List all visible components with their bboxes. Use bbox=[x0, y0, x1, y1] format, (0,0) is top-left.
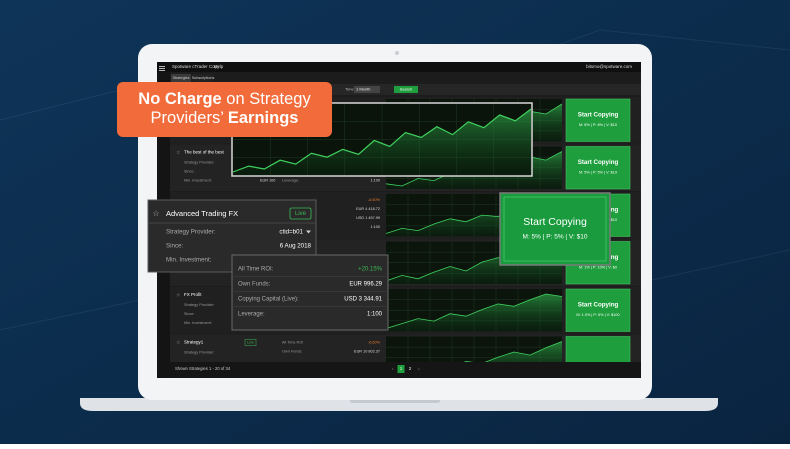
badge-span: No Charge bbox=[138, 90, 221, 108]
badge bbox=[117, 82, 332, 137]
stat-value: 1:100 bbox=[367, 312, 383, 318]
stat-label: Own Funds: bbox=[282, 350, 302, 354]
top-bar bbox=[157, 62, 641, 72]
tab-label: Subscriptions bbox=[192, 76, 215, 80]
stat-value: EUR 10 802.37 bbox=[354, 350, 380, 354]
status: Live bbox=[295, 211, 307, 217]
status-badge bbox=[244, 339, 257, 346]
row-label: Min. Investment: bbox=[184, 179, 212, 183]
stat-value: EUR 4 418.72 bbox=[356, 207, 380, 211]
search-button[interactable] bbox=[394, 86, 418, 93]
card-label: Min. Investment: bbox=[166, 257, 212, 264]
badge-text: No Charge on Strategy bbox=[138, 90, 311, 108]
footer-bar bbox=[170, 362, 641, 378]
card-title: Advanced Trading FX bbox=[166, 209, 238, 218]
page-prev: ‹ bbox=[392, 366, 394, 372]
big-button-terms: M: 5% | P: 5% | V: $10 bbox=[523, 234, 588, 241]
chart-line bbox=[385, 293, 563, 329]
row-label: Strategy Provider: bbox=[184, 351, 214, 355]
time-label: Time bbox=[345, 87, 355, 92]
button-label: Start Copying bbox=[578, 112, 619, 119]
button-terms: M: 8% | P: 8% | V: $10 bbox=[579, 123, 617, 127]
stat-value: 1:100 bbox=[370, 225, 380, 229]
strategy-name: FX Profit bbox=[184, 292, 202, 297]
badge-span: Providers’ bbox=[151, 109, 228, 127]
stat-value: -6.60% bbox=[368, 341, 381, 345]
stats-card bbox=[231, 254, 389, 331]
menu-icon bbox=[159, 66, 165, 71]
star: ☆ bbox=[176, 292, 181, 298]
tab[interactable] bbox=[193, 74, 213, 82]
badge-span: Earnings bbox=[228, 109, 299, 127]
button-label: Start Copying bbox=[578, 159, 619, 166]
row-label: Strategy Provider: bbox=[184, 161, 214, 165]
search-label: Search bbox=[400, 87, 413, 92]
chart-area bbox=[386, 294, 562, 332]
button-terms: M: 1% | P: 10% | V: $0 bbox=[579, 266, 617, 270]
chart-line bbox=[232, 108, 532, 173]
strategy-name: Strategy1 bbox=[184, 340, 204, 345]
leverage-label: Leverage: bbox=[282, 179, 299, 183]
shown-strategies: Shown Strategies 1 - 20 of 34 bbox=[175, 366, 231, 371]
big-button-inner bbox=[503, 196, 607, 262]
row-label: Strategy Provider: bbox=[184, 303, 214, 307]
star: ☆ bbox=[176, 340, 181, 346]
help-link[interactable]: Help bbox=[214, 64, 224, 69]
min-investment: EUR 100 bbox=[260, 179, 275, 183]
page-number[interactable]: 1 bbox=[400, 366, 403, 371]
stat-label: All Time ROI bbox=[282, 341, 303, 345]
start-copying-button[interactable] bbox=[565, 146, 631, 190]
brand: Spotware cTrader Copy bbox=[172, 64, 220, 69]
card-label: Strategy Provider: bbox=[166, 229, 216, 236]
stat-value: EUR 996.29 bbox=[349, 282, 382, 288]
page-number[interactable]: 2 bbox=[409, 366, 412, 371]
camera bbox=[395, 51, 399, 55]
card-label: Since: bbox=[166, 243, 183, 250]
dropdown-caret bbox=[306, 230, 311, 234]
stat-value: USD 3 344.91 bbox=[344, 297, 382, 303]
chart-area bbox=[233, 109, 531, 175]
stat-value: USD 1 457.99 bbox=[356, 216, 380, 220]
stat-label: All Time ROI: bbox=[238, 267, 274, 273]
stat-label: Copying Capital (Live): bbox=[238, 297, 299, 303]
page-active bbox=[397, 365, 405, 373]
stat-value: -6.60% bbox=[368, 198, 381, 202]
user-email: bitsmo@spotware.com bbox=[586, 64, 632, 69]
row-label: Since: bbox=[184, 170, 195, 174]
big-button-frame[interactable] bbox=[499, 192, 611, 266]
row-label: Min. Investment: bbox=[184, 321, 212, 325]
big-button-label: Start Copying bbox=[523, 216, 587, 228]
laptop-base bbox=[80, 398, 718, 411]
page-next: › bbox=[418, 366, 420, 372]
button-terms: M: 1.0% | P: 5% | V: $100 bbox=[576, 313, 619, 317]
start-copying-button[interactable] bbox=[565, 288, 631, 332]
star: ☆ bbox=[152, 209, 159, 218]
chart-area bbox=[386, 151, 562, 189]
stat-label: Own Funds: bbox=[238, 282, 271, 288]
badge-span: on Strategy bbox=[222, 90, 312, 108]
button-label: Start Copying bbox=[578, 302, 619, 309]
stat-label: Leverage: bbox=[238, 312, 265, 318]
button-terms: M: 5% | P: 5% | V: $19 bbox=[579, 171, 617, 175]
since: 6 Aug 2018 bbox=[280, 243, 312, 250]
provider: ctid=b01 bbox=[279, 229, 303, 236]
tab[interactable] bbox=[171, 74, 191, 82]
period: 1 Month bbox=[356, 87, 370, 92]
stat-value: +20.15% bbox=[358, 267, 383, 273]
star: ☆ bbox=[176, 150, 181, 156]
badge-text: Providers’ Earnings bbox=[151, 109, 299, 127]
period-select[interactable] bbox=[354, 86, 380, 93]
start-copying-button[interactable] bbox=[565, 98, 631, 142]
tab-label: Strategies bbox=[172, 76, 189, 80]
chart-area bbox=[386, 246, 562, 284]
strategy-name: The best of the best bbox=[184, 150, 225, 155]
status: Live bbox=[247, 340, 253, 344]
row-label: Since: bbox=[184, 312, 195, 316]
leverage: 1:100 bbox=[370, 179, 380, 183]
status-badge bbox=[289, 207, 312, 220]
